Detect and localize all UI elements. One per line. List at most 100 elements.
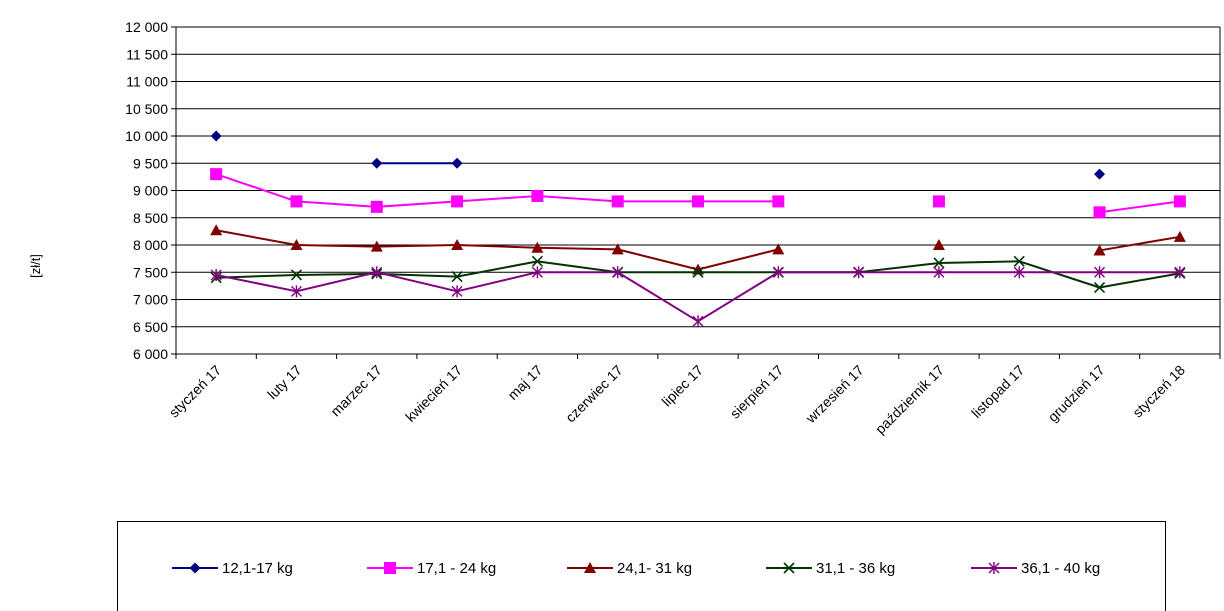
- y-axis-label: [zł/t]: [28, 254, 43, 278]
- x-tick-label: styczeń 17: [166, 362, 225, 421]
- series-line-segment: [938, 260, 1020, 264]
- series-line-segment: [1099, 235, 1181, 252]
- y-tick-label: 12 000: [125, 19, 168, 35]
- series-5: [210, 266, 1186, 328]
- legend-swatch: [971, 562, 1017, 574]
- data-point: [451, 157, 463, 169]
- x-tick-label: październik 17: [872, 362, 947, 437]
- series-line-segment: [215, 273, 297, 293]
- x-tick-label: luty 17: [264, 362, 305, 403]
- legend-marker: [783, 562, 795, 574]
- data-point: [531, 189, 544, 202]
- legend-marker: [584, 562, 596, 573]
- series-line-segment: [537, 260, 618, 274]
- series-line-segment: [215, 173, 297, 203]
- y-tick-label: 6 500: [133, 319, 168, 335]
- legend-item: 36,1 - 40 kg: [971, 559, 1100, 577]
- data-point: [371, 157, 383, 169]
- data-point: [1173, 195, 1186, 208]
- series-line-segment: [215, 229, 297, 246]
- y-tick-label: 9 000: [133, 183, 168, 199]
- series-line-segment: [537, 194, 618, 203]
- data-point: [370, 240, 383, 252]
- series-line-segment: [296, 200, 377, 208]
- data-point: [772, 266, 784, 279]
- x-tick-label: listopad 17: [968, 362, 1027, 421]
- series-line-segment: [1099, 200, 1180, 214]
- series-line-segment: [296, 272, 377, 276]
- data-point: [1093, 244, 1106, 256]
- y-tick-label: 8 000: [133, 237, 168, 253]
- data-point: [932, 195, 945, 208]
- legend-label: 12,1-17 kg: [222, 559, 293, 577]
- legend-label: 31,1 - 36 kg: [816, 559, 896, 577]
- y-tick-label: 6 000: [133, 346, 168, 362]
- series-line-segment: [697, 271, 779, 323]
- data-point: [290, 239, 303, 250]
- series-line-segment: [376, 244, 458, 248]
- series-3: [210, 224, 1186, 275]
- data-point: [371, 266, 383, 279]
- data-point: [210, 130, 222, 142]
- legend-swatch: [766, 562, 812, 574]
- data-point: [290, 285, 302, 298]
- data-point: [1093, 281, 1106, 294]
- legend-swatch: [172, 562, 218, 574]
- series-line-segment: [697, 248, 779, 271]
- legend-label: 17,1 - 24 kg: [417, 559, 497, 577]
- data-point: [772, 243, 785, 255]
- series-line-segment: [376, 271, 458, 293]
- series-line-segment: [296, 244, 377, 248]
- series-line-segment: [537, 246, 618, 251]
- x-tick-label: czerwiec 17: [562, 362, 626, 426]
- series-line-segment: [457, 244, 538, 249]
- data-point: [451, 271, 463, 283]
- y-tick-label: 11 000: [126, 74, 168, 90]
- data-point: [210, 224, 223, 236]
- data-point: [1174, 266, 1186, 279]
- x-tick-labels: styczeń 17 luty 17 marzec 17 kwiecień 17 maj…: [166, 362, 1188, 437]
- gridlines: [176, 26, 1220, 355]
- data-point: [210, 268, 222, 281]
- legend: 12,1-17 kg 17,1 - 24 kg 24,1- 31 kg 31,1 - …: [117, 521, 1166, 611]
- data-point: [1013, 266, 1025, 279]
- y-tick-label: 7 500: [133, 264, 168, 280]
- data-point: [932, 239, 945, 250]
- x-tick-label: lipiec 17: [658, 362, 706, 410]
- legend-marker: [384, 562, 396, 574]
- series-1: [210, 130, 1106, 180]
- data-point: [370, 200, 383, 213]
- data-point: [772, 195, 785, 208]
- data-point: [612, 266, 624, 279]
- series: [210, 130, 1186, 328]
- data-point: [210, 168, 223, 181]
- data-point: [451, 285, 463, 298]
- legend-item: 17,1 - 24 kg: [367, 559, 496, 577]
- legend-label: 24,1- 31 kg: [617, 559, 693, 577]
- data-point: [1094, 266, 1106, 279]
- legend-marker: [189, 562, 201, 574]
- series-line-segment: [617, 248, 699, 271]
- x-tick-label: grudzień 17: [1045, 362, 1108, 425]
- legend-swatch: [567, 562, 613, 573]
- data-point: [611, 243, 624, 255]
- legend-item: 12,1-17 kg: [172, 559, 293, 577]
- series-line-segment: [296, 271, 378, 293]
- data-point: [1013, 255, 1025, 267]
- series-line-segment: [457, 194, 538, 203]
- y-tick-label: 8 500: [133, 210, 168, 226]
- y-tick-label: 11 500: [126, 46, 168, 62]
- data-point: [531, 266, 543, 279]
- x-tick-label: styczeń 18: [1129, 362, 1188, 421]
- data-point: [290, 195, 303, 208]
- series-2: [210, 168, 1186, 219]
- data-point: [1094, 168, 1106, 180]
- series-line-segment: [617, 271, 699, 323]
- legend-swatch: [367, 562, 413, 574]
- series-line-segment: [376, 272, 458, 278]
- legend-marker: [988, 562, 1000, 574]
- axes: [171, 26, 1221, 359]
- data-point: [611, 195, 624, 208]
